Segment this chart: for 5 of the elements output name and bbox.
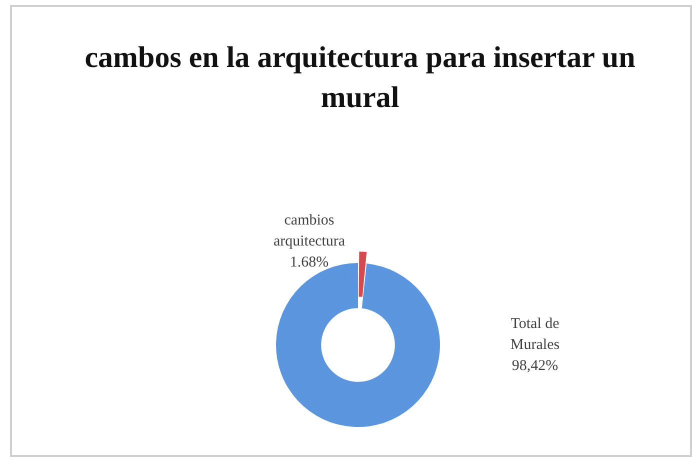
data-label: 98,42% [512, 358, 558, 374]
slice-label: cambios arquitectura [273, 212, 346, 250]
data-label: 1.68% [290, 254, 329, 271]
slice-label: Total de Murales [510, 316, 560, 353]
chart-title: cambos en la arquitectura para insertar un mural [84, 40, 636, 116]
